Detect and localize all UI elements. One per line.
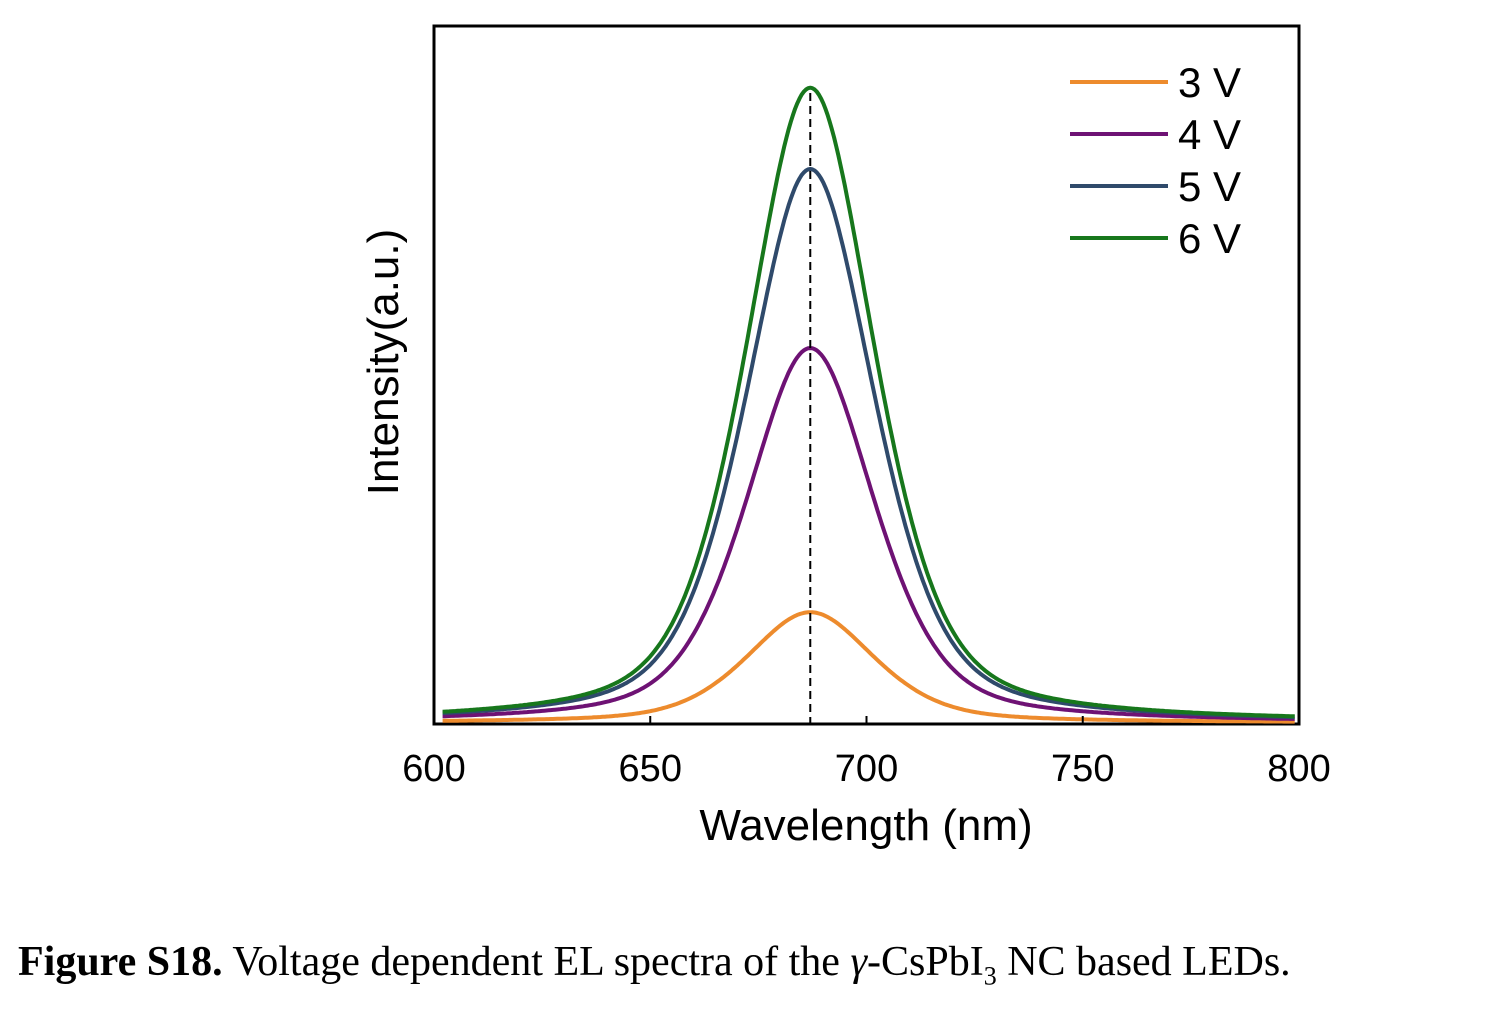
legend-label-6v: 6 V — [1178, 215, 1241, 262]
caption-label: Figure S18. — [18, 939, 223, 985]
caption-text-after: NC based LEDs. — [996, 939, 1291, 985]
series-line-6v — [442, 85, 1295, 719]
plot-frame — [432, 24, 1301, 726]
x-tick-label: 750 — [1051, 748, 1114, 790]
x-axis: 600 650 700 750 800 — [402, 716, 1331, 790]
legend-label-3v: 3 V — [1178, 59, 1241, 106]
x-tick-label: 650 — [619, 748, 682, 790]
legend: 3 V 4 V 5 V 6 V — [1070, 59, 1241, 262]
caption-text-mid: -CsPbI — [867, 939, 984, 985]
series-line-5v — [442, 167, 1295, 720]
caption-subscript: 3 — [983, 961, 997, 991]
x-tick-label: 800 — [1267, 748, 1330, 790]
caption-gamma: γ — [850, 939, 867, 985]
figure-caption: Figure S18. Voltage dependent EL spectra… — [18, 938, 1498, 991]
series-line-4v — [442, 346, 1295, 721]
legend-label-4v: 4 V — [1178, 111, 1241, 158]
plot-area — [432, 24, 1301, 726]
chart: 600 650 700 750 800 Wavelength (nm) Intensit… — [359, 24, 1331, 850]
legend-label-5v: 5 V — [1178, 163, 1241, 210]
y-axis-title: Intensity(a.u.) — [359, 229, 408, 496]
x-axis-title: Wavelength (nm) — [699, 801, 1032, 850]
series-line-3v — [442, 610, 1295, 724]
caption-text-before: Voltage dependent EL spectra of the — [222, 939, 851, 985]
x-tick-label: 600 — [402, 748, 465, 790]
x-tick-label: 700 — [835, 748, 898, 790]
